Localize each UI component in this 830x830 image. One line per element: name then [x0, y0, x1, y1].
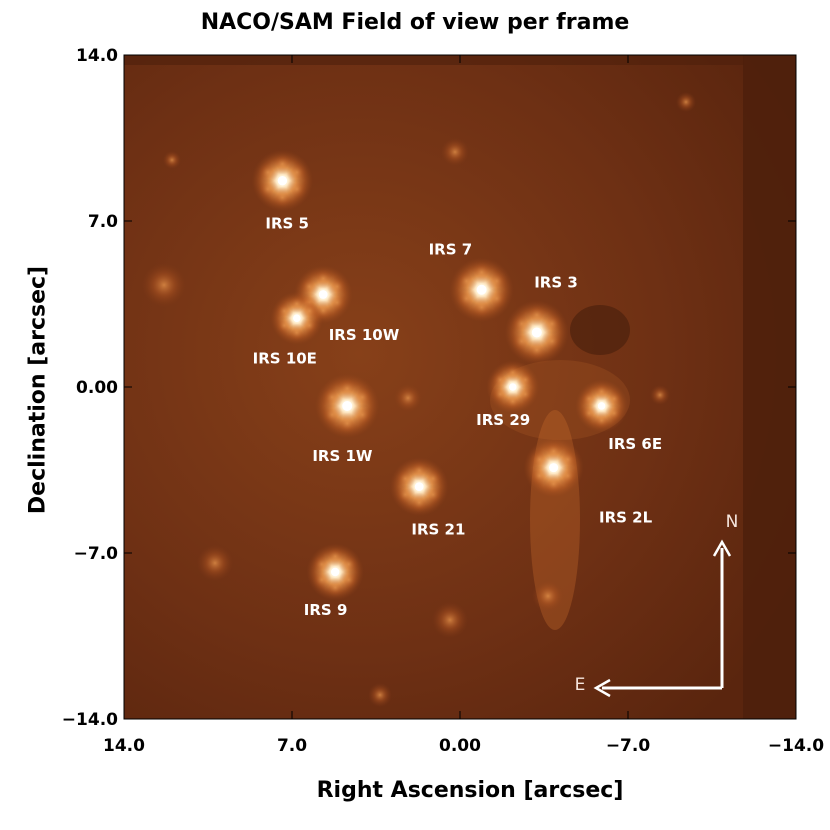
y-tick-label: −14.0 — [62, 710, 118, 730]
star-label: IRS 5 — [265, 214, 309, 232]
star-irs-10e — [270, 291, 324, 345]
star-label: IRS 10W — [329, 326, 400, 344]
bright-stars — [251, 150, 628, 601]
star-label: IRS 10E — [253, 350, 317, 368]
x-axis-label: Right Ascension [arcsec] — [316, 778, 624, 803]
y-tick-label: 14.0 — [76, 46, 118, 66]
star-label: IRS 2L — [599, 508, 653, 526]
y-tick-label: −7.0 — [74, 544, 119, 564]
x-tick-label: 14.0 — [103, 736, 145, 756]
star-irs-1w — [315, 373, 380, 438]
star-label: IRS 6E — [608, 435, 662, 453]
compass: N E — [575, 512, 739, 698]
star-irs-2l — [523, 437, 584, 498]
east-arrow-head — [593, 678, 611, 698]
frame-edge-right — [743, 55, 796, 719]
star-irs-9 — [306, 543, 364, 601]
x-tick-label: −14.0 — [768, 736, 824, 756]
dark-patch — [570, 305, 630, 355]
star-label: IRS 7 — [429, 240, 473, 258]
north-arrow-head — [712, 539, 732, 557]
x-tick-label: 0.00 — [439, 736, 481, 756]
faint-stars — [142, 92, 696, 707]
x-tick-label: −7.0 — [606, 736, 651, 756]
star-irs-29 — [486, 360, 540, 414]
y-tick-label: 7.0 — [88, 212, 118, 232]
y-tick-label: 0.00 — [76, 378, 118, 398]
east-label: E — [575, 675, 586, 695]
star-label: IRS 9 — [304, 601, 348, 619]
star-label: IRS 1W — [312, 447, 373, 465]
image-area — [124, 55, 796, 719]
chart-title: NACO/SAM Field of view per frame — [200, 10, 630, 35]
star-label: IRS 29 — [476, 411, 530, 429]
north-label: N — [726, 512, 739, 532]
star-irs-7 — [449, 257, 514, 322]
axis-ticks: 14.0 7.0 0.00 −7.0 −14.0 14.0 7.0 0.00 −7.0 −14.0 — [62, 46, 824, 756]
star-label: IRS 21 — [411, 520, 465, 538]
star-irs-21 — [390, 457, 449, 516]
star-irs-6e — [575, 379, 628, 433]
star-irs-3 — [504, 300, 569, 365]
star-label: IRS 3 — [534, 274, 578, 292]
star-irs-5 — [251, 150, 313, 212]
x-tick-label: 7.0 — [277, 736, 307, 756]
frame-edge-top — [124, 55, 744, 65]
